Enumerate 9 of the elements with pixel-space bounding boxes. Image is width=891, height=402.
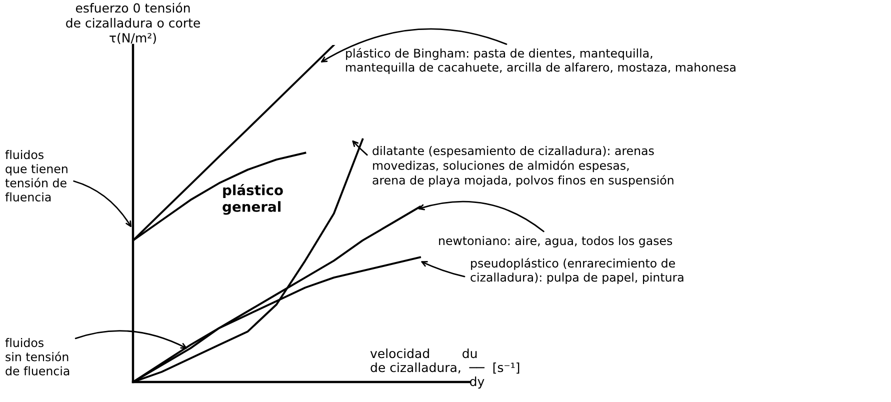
- annotation: plástico general: [222, 184, 283, 215]
- annotation: dilatante (espesamiento de cizalladura): arenas movedizas, soluciones de almidón espesas, arena de playa mojada, polvos finos en suspensión: [372, 146, 674, 187]
- y-axis-title: esfuerzo 0 tensión de cizalladura o corte τ(N/m²): [66, 2, 200, 44]
- text: newtoniano: aire, agua, todos los gases: [439, 236, 672, 248]
- annotation: plástico de Bingham: pasta de dientes, mantequilla, mantequilla de cacahuete, arcilla de alfarero, mostaza, mahonesa: [346, 48, 736, 74]
- text: pseudoplástico (enrarecimiento de cizalladura): pulpa de papel, pintura: [470, 258, 684, 284]
- x-axis-title: velocidad du de cizalladura, ── [s⁻¹] dy: [370, 348, 520, 389]
- text: fluidos sin tensión de fluencia: [5, 338, 70, 376]
- text: fluidos que tienen tensión de fluencia: [5, 150, 68, 202]
